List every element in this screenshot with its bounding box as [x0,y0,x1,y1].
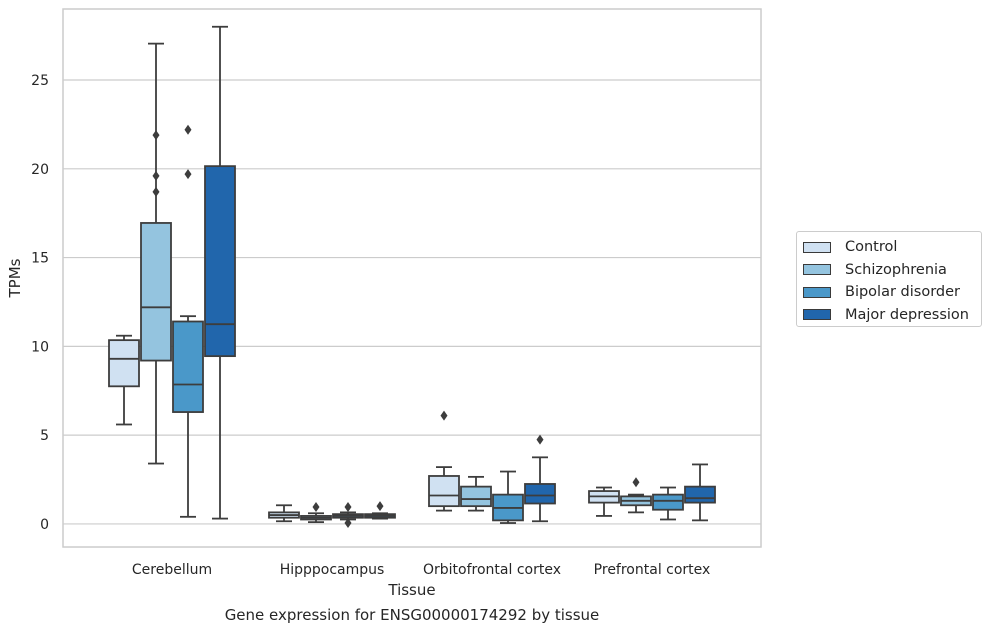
box-flier [152,130,160,141]
y-tick-label: 25 [31,73,49,89]
x-tick-label: Prefrontal cortex [594,562,711,578]
legend-swatch [803,264,831,276]
legend-swatch [803,286,831,298]
box-body [460,485,492,508]
box-body [524,483,556,505]
plot-frame [62,8,762,548]
x-tick-label: Orbitofrontal cortex [423,562,561,578]
x-tick-label: Hipppocampus [280,562,385,578]
box-flier [632,477,640,488]
legend: Control Schizophrenia Bipolar disorder Majo… [796,231,982,327]
box-body [140,222,172,362]
x-axis-label: Tissue [387,581,435,599]
box-body [428,475,460,508]
box-flier [184,124,192,135]
box-body [108,339,140,388]
legend-swatch [803,309,831,321]
box-flier [312,502,320,513]
box-flier [152,186,160,197]
legend-label: Control [845,239,898,256]
box-flier [344,518,352,529]
chart-caption: Gene expression for ENSG00000174292 by t… [224,606,600,624]
legend-item: Schizophrenia [797,259,981,282]
box-body [204,165,236,358]
box-body [172,320,204,413]
legend-label: Bipolar disorder [845,284,960,301]
box-flier [536,434,544,445]
box-flier [152,170,160,181]
legend-swatch [803,241,831,253]
legend-label: Major depression [845,306,969,323]
box-body [684,485,716,504]
box-flier [344,502,352,513]
legend-label: Schizophrenia [845,261,947,278]
legend-item: Control [797,236,981,259]
x-tick-label: Cerebellum [132,562,212,578]
box-flier [376,501,384,512]
y-tick-label: 5 [40,428,49,444]
legend-item: Major depression [797,304,981,327]
y-tick-label: 15 [31,251,49,267]
y-tick-label: 0 [40,517,49,533]
box-body [652,493,684,511]
legend-item: Bipolar disorder [797,281,981,304]
plot-area [63,9,761,547]
y-axis-label: TPMs [6,258,24,298]
box-flier [184,169,192,180]
y-tick-label: 20 [31,162,49,178]
box-flier [440,410,448,421]
y-tick-label: 10 [31,339,49,355]
